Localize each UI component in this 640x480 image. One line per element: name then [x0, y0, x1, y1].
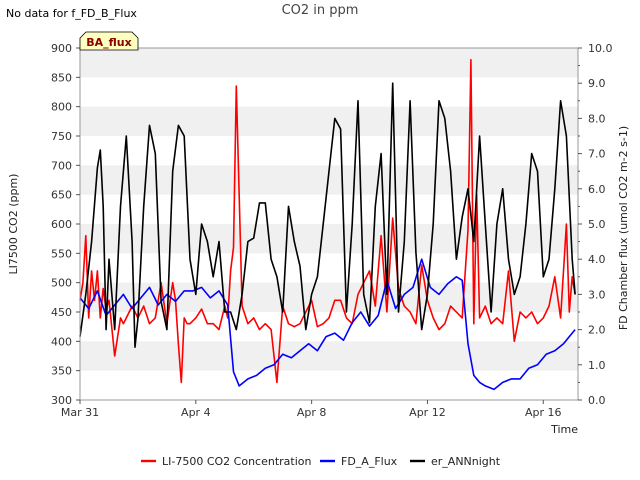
badge-shape — [79, 31, 139, 51]
legend-item-er-annnight: er_ANNnight — [410, 455, 501, 468]
series-layer — [79, 58, 576, 391]
legend-item-fd-a-flux: FD_A_Flux — [320, 455, 398, 468]
legend-label-er-annnight: er_ANNnight — [431, 455, 501, 468]
background-band — [80, 341, 578, 371]
y-left-tick-label: 850 — [51, 71, 72, 84]
legend-label-fd-a-flux: FD_A_Flux — [341, 455, 398, 468]
y-left-tick-label: 750 — [51, 130, 72, 143]
ba-flux-badge: BA_flux — [79, 31, 139, 51]
x-tick-label: Apr 8 — [297, 406, 327, 419]
x-tick-label: Mar 31 — [61, 406, 99, 419]
no-data-note: No data for f_FD_B_Flux — [6, 7, 137, 20]
x-axis-label: Time — [550, 423, 578, 436]
y-left-tick-label: 300 — [51, 394, 72, 407]
y-left-tick-label: 600 — [51, 218, 72, 231]
y-left-tick-label: 900 — [51, 42, 72, 55]
badge-label: BA_flux — [86, 36, 131, 49]
y-left-tick-label: 500 — [51, 277, 72, 290]
y-left-tick-label: 550 — [51, 247, 72, 260]
y-right-tick-label: 9.0 — [588, 77, 606, 90]
y-right-tick-label: 0.0 — [588, 394, 606, 407]
y-right-tick-label: 6.0 — [588, 183, 606, 196]
y-right-tick-label: 1.0 — [588, 359, 606, 372]
y-left-tick-label: 350 — [51, 365, 72, 378]
axes: 300 350 400 450 500 550 600 650 700 750 800 850 900 0… — [51, 42, 613, 419]
li7500-line — [79, 58, 576, 384]
y-right-tick-label: 7.0 — [588, 148, 606, 161]
y-left-tick-label: 450 — [51, 306, 72, 319]
y-right-tick-label: 10.0 — [588, 42, 613, 55]
chart-title: CO2 in ppm — [281, 3, 359, 18]
y-axis-right-label: FD Chamber flux (umol CO2 m-2 s-1) — [617, 126, 630, 330]
x-tick-label: Apr 16 — [525, 406, 562, 419]
background-band — [80, 106, 578, 136]
y-right-tick-label: 2.0 — [588, 324, 606, 337]
y-left-tick-label: 400 — [51, 335, 72, 348]
y-right-tick-label: 5.0 — [588, 218, 606, 231]
y-right-tick-label: 4.0 — [588, 253, 606, 266]
legend-label-li7500: LI-7500 CO2 Concentration — [162, 455, 312, 468]
legend-item-li7500: LI-7500 CO2 Concentration — [141, 455, 312, 468]
y-axis-left-label: LI7500 CO2 (ppm) — [7, 174, 20, 275]
x-tick-label: Apr 4 — [181, 406, 211, 419]
x-tick-label: Apr 12 — [409, 406, 446, 419]
y-right-tick-label: 8.0 — [588, 112, 606, 125]
y-left-tick-label: 650 — [51, 189, 72, 202]
background-band — [80, 48, 578, 78]
er-annnight-line — [79, 82, 576, 349]
y-right-tick-label: 3.0 — [588, 288, 606, 301]
background-band — [80, 224, 578, 254]
fd-a-flux-line — [79, 258, 576, 391]
y-left-tick-label: 700 — [51, 159, 72, 172]
legend: LI-7500 CO2 Concentration FD_A_Flux er_A… — [141, 455, 501, 468]
y-left-tick-label: 800 — [51, 101, 72, 114]
